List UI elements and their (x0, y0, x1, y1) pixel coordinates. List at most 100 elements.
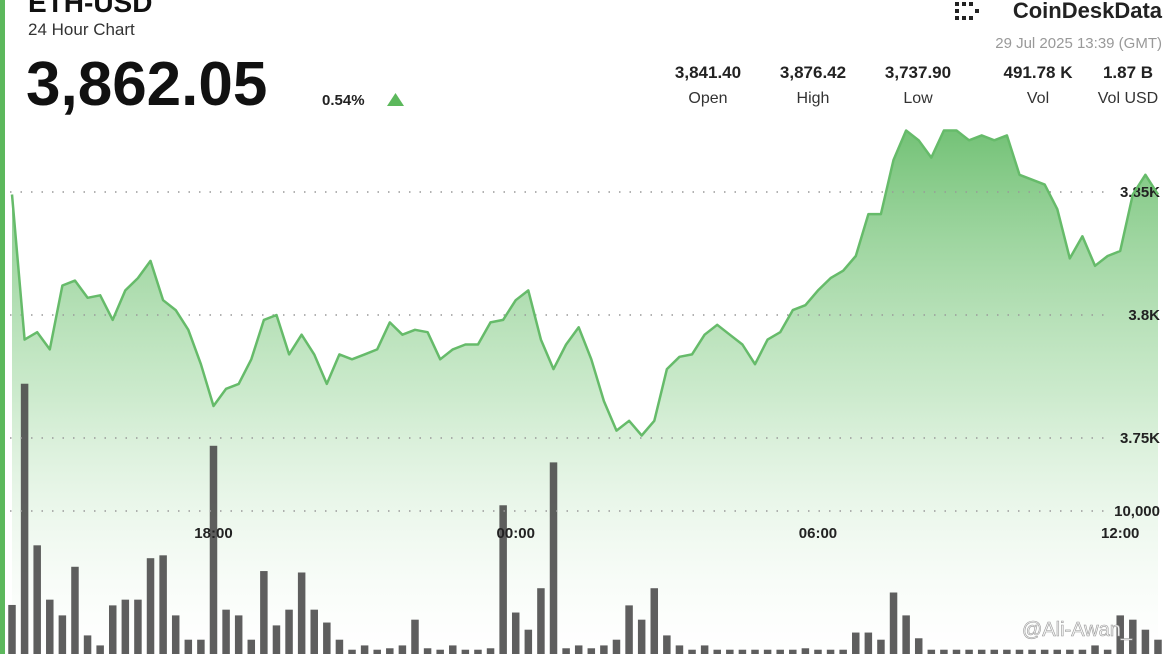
stat-value: 3,737.90 (885, 63, 951, 82)
volume-bar (423, 648, 432, 654)
volume-bar (1040, 649, 1049, 654)
volume-bar (474, 649, 482, 654)
volume-bar (537, 588, 545, 654)
volume-bar (234, 615, 243, 654)
volume-bar (511, 612, 520, 654)
y-tick-label: 3.75K (1120, 430, 1160, 447)
volume-bar (549, 462, 558, 654)
x-tick-label: 06:00 (799, 525, 837, 542)
volume-bar (222, 609, 230, 654)
volume-bar (398, 645, 407, 654)
volume-bar (46, 599, 54, 654)
y-tick-label: 3.8K (1128, 307, 1160, 324)
volume-bar (323, 622, 331, 654)
stat-value: 491.78 K (1004, 63, 1074, 82)
volume-bar (272, 625, 281, 654)
volume-bar (524, 629, 533, 654)
volume-bar (776, 649, 784, 654)
volume-bar (83, 635, 92, 654)
x-tick-label: 00:00 (497, 525, 535, 542)
stat-label: Vol (1027, 90, 1049, 107)
volume-bar (977, 649, 986, 654)
volume-bar (58, 615, 67, 654)
volume-bar (146, 558, 155, 654)
volume-bar (814, 649, 822, 654)
volume-bar (700, 645, 709, 654)
volume-bar (990, 649, 999, 654)
volume-bar (763, 649, 772, 654)
stats: 3,841.40 Open 3,876.42 High 3,737.90 Low 491.7… (675, 63, 1158, 107)
volume-bar (952, 649, 961, 654)
volume-bar (373, 649, 381, 654)
volume-bar (625, 605, 633, 654)
volume-bar (927, 649, 936, 654)
volume-bar (713, 649, 721, 654)
volume-bar (574, 645, 583, 654)
volume-bar (348, 649, 356, 654)
volume-bar (1028, 649, 1036, 654)
volume-bar (310, 609, 318, 654)
volume-bar (738, 649, 747, 654)
volume-bar (612, 639, 621, 654)
volume-bar (411, 619, 419, 654)
volume-bar (1066, 649, 1074, 654)
y-tick-label: 10,000 (1114, 503, 1160, 520)
volume-bar (600, 645, 608, 654)
volume-bar (360, 645, 369, 654)
x-tick-label: 18:00 (194, 525, 232, 542)
volume-bar (852, 632, 860, 654)
volume-bar (335, 639, 344, 654)
volume-bar (839, 649, 847, 654)
x-tick-label: 12:00 (1101, 525, 1139, 542)
volume-bar (20, 383, 29, 654)
timestamp: 29 Jul 2025 13:39 (GMT) (995, 35, 1162, 52)
stat-value: 3,841.40 (675, 63, 741, 82)
volume-bar (121, 599, 130, 654)
brand-name: CoinDeskData (1013, 0, 1163, 23)
price-change: 0.54% (322, 92, 365, 109)
volume-bar (33, 545, 41, 654)
chart-subtitle: 24 Hour Chart (28, 20, 135, 39)
stat-value: 1.87 B (1103, 63, 1153, 82)
volume-bar (108, 605, 117, 654)
volume-bar (726, 649, 734, 654)
volume-bar (247, 639, 256, 654)
volume-bar (1078, 649, 1087, 654)
volume-bar (71, 566, 79, 654)
volume-bar (8, 604, 16, 654)
volume-bar (1116, 615, 1124, 654)
up-arrow (387, 93, 404, 106)
brand-logo (955, 2, 979, 20)
volume-bar (1103, 649, 1112, 654)
y-tick-label: 3.85K (1120, 184, 1160, 201)
volume-bar (260, 571, 268, 654)
volume-bar (864, 632, 873, 654)
stat-label: Vol USD (1098, 90, 1158, 107)
volume-bar (587, 648, 596, 654)
chart-title: ETH-USD (28, 0, 152, 18)
stat-label: Low (903, 90, 933, 107)
volume-bar (826, 649, 835, 654)
volume-bar (297, 572, 306, 654)
volume-bar (914, 638, 923, 654)
volume-bar (461, 649, 470, 654)
volume-bar (285, 609, 293, 654)
volume-bar (877, 639, 885, 654)
volume-bar (889, 592, 898, 654)
stat-label: Open (688, 90, 727, 107)
current-price: 3,862.05 (26, 50, 267, 119)
watermark: @Ali-Awan_ (1022, 619, 1133, 641)
price-line (10, 129, 1160, 437)
volume-bar (650, 588, 659, 654)
volume-bar (1141, 629, 1150, 654)
volume-bar (499, 505, 507, 654)
volume-bar (751, 649, 759, 654)
volume-bar (1091, 645, 1099, 654)
volume-bar (965, 649, 973, 654)
plot-area: 3.75K 3.8K 3.85K 10,000 18:00 00:00 06:00 12:00 (8, 129, 1162, 654)
volume-bar (209, 445, 218, 654)
volume-bar (436, 649, 444, 654)
left-accent (0, 0, 5, 654)
volume-bar (688, 649, 696, 654)
